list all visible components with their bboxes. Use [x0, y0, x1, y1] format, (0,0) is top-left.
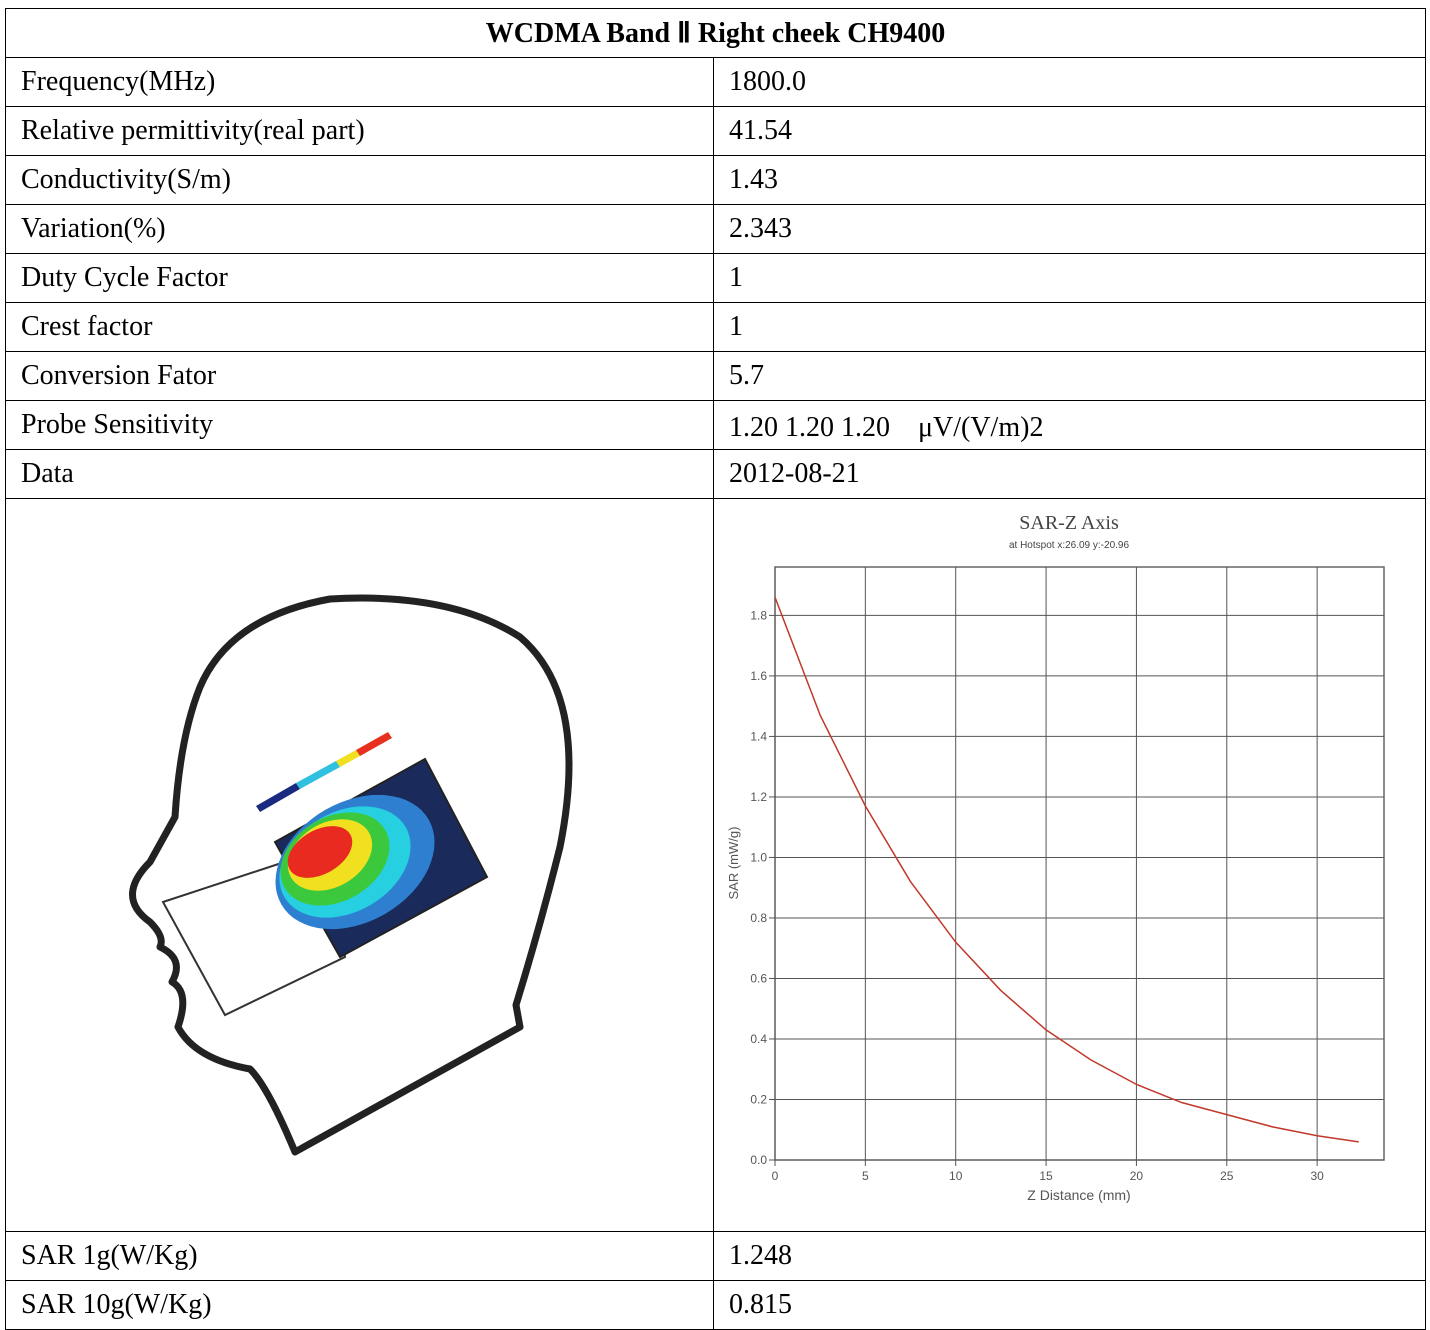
value-cell: 2012-08-21 — [712, 449, 1427, 499]
table-row: Data 2012-08-21 — [5, 449, 1427, 499]
color-bar — [356, 732, 392, 756]
value-cell: 1.248 — [712, 1231, 1427, 1281]
y-tick-label: 1.2 — [750, 790, 767, 804]
y-tick-label: 1.6 — [750, 669, 767, 683]
chart: SAR-Z Axis at Hotspot x:26.09 y:-20.96 Z… — [726, 512, 1385, 1203]
sar-table: WCDMA Band Ⅱ Right cheek CH9400 Frequenc… — [4, 8, 1427, 1330]
chart-title: SAR-Z Axis — [1019, 512, 1119, 534]
label-cell: SAR 10g(W/Kg) — [5, 1280, 714, 1330]
x-tick-label: 25 — [1220, 1169, 1234, 1183]
y-tick-label: 0.8 — [750, 911, 767, 925]
head-outline — [129, 594, 573, 1156]
label-cell: Probe Sensitivity — [5, 400, 714, 450]
label-cell: SAR 1g(W/Kg) — [5, 1231, 714, 1281]
x-tick-label: 0 — [772, 1169, 779, 1183]
label-cell: Conductivity(S/m) — [5, 155, 714, 205]
label-cell: Frequency(MHz) — [5, 57, 714, 107]
x-tick-label: 15 — [1039, 1169, 1053, 1183]
table-row: Crest factor 1 — [5, 302, 1427, 352]
x-tick-label: 30 — [1310, 1169, 1324, 1183]
y-tick-label: 1.8 — [750, 608, 767, 622]
value-cell: 1.43 — [712, 155, 1427, 205]
value-cell: 1800.0 — [712, 57, 1427, 107]
table-row: Relative permittivity(real part) 41.54 — [5, 106, 1427, 156]
table-row: Frequency(MHz) 1800.0 — [5, 57, 1427, 107]
value-cell: 1 — [712, 253, 1427, 303]
table-row: Conductivity(S/m) 1.43 — [5, 155, 1427, 205]
head-cell — [5, 498, 714, 1232]
label-cell: Variation(%) — [5, 204, 714, 254]
label-cell: Crest factor — [5, 302, 714, 352]
sar-curve — [774, 596, 1359, 1143]
table-row: SAR 10g(W/Kg) 0.815 — [5, 1280, 1427, 1330]
value-cell: 2.343 — [712, 204, 1427, 254]
value-cell: 1 — [712, 302, 1427, 352]
y-tick-label: 1.4 — [750, 729, 767, 743]
color-bar — [256, 783, 300, 812]
label-cell: Conversion Fator — [5, 351, 714, 401]
title-row: WCDMA Band Ⅱ Right cheek CH9400 — [4, 8, 1427, 58]
y-tick-label: 0.2 — [750, 1092, 767, 1106]
table-row: Conversion Fator 5.7 — [5, 351, 1427, 401]
table-title: WCDMA Band Ⅱ Right cheek CH9400 — [4, 8, 1427, 58]
x-tick-label: 5 — [862, 1169, 869, 1183]
y-tick-label: 0.0 — [750, 1153, 767, 1167]
head-image — [129, 594, 573, 1156]
y-axis-label: SAR (mW/g) — [726, 827, 741, 900]
label-cell: Relative permittivity(real part) — [5, 106, 714, 156]
table-body: WCDMA Band Ⅱ Right cheek CH9400 Frequenc… — [4, 8, 1427, 1330]
color-bar — [336, 750, 360, 767]
x-tick-label: 10 — [949, 1169, 963, 1183]
x-tick-label: 20 — [1130, 1169, 1144, 1183]
value-cell: 5.7 — [712, 351, 1427, 401]
value-cell: 41.54 — [712, 106, 1427, 156]
label-cell: Duty Cycle Factor — [5, 253, 714, 303]
color-bar — [296, 761, 340, 789]
y-tick-label: 0.4 — [750, 1032, 767, 1046]
value-cell: 0.815 — [712, 1280, 1427, 1330]
plot-area — [774, 566, 1385, 1161]
sar-zone — [287, 826, 353, 878]
y-tick-label: 1.0 — [750, 850, 767, 864]
chart-subtitle: at Hotspot x:26.09 y:-20.96 — [1009, 540, 1130, 551]
x-axis-label: Z Distance (mm) — [1027, 1187, 1130, 1203]
chart-cell: SAR-Z Axis at Hotspot x:26.09 y:-20.96 Z… — [712, 498, 1427, 1232]
table-row: Duty Cycle Factor 1 — [5, 253, 1427, 303]
table-row: Variation(%) 2.343 — [5, 204, 1427, 254]
value-cell: 1.20 1.20 1.20 μV/(V/m)2 — [712, 400, 1427, 450]
image-row: SAR-Z Axis at Hotspot x:26.09 y:-20.96 Z… — [5, 498, 1427, 1232]
label-cell: Data — [5, 449, 714, 499]
table-row: Probe Sensitivity 1.20 1.20 1.20 μV/(V/m)… — [5, 400, 1427, 450]
table-row: SAR 1g(W/Kg) 1.248 — [5, 1231, 1427, 1281]
y-tick-label: 0.6 — [750, 971, 767, 985]
